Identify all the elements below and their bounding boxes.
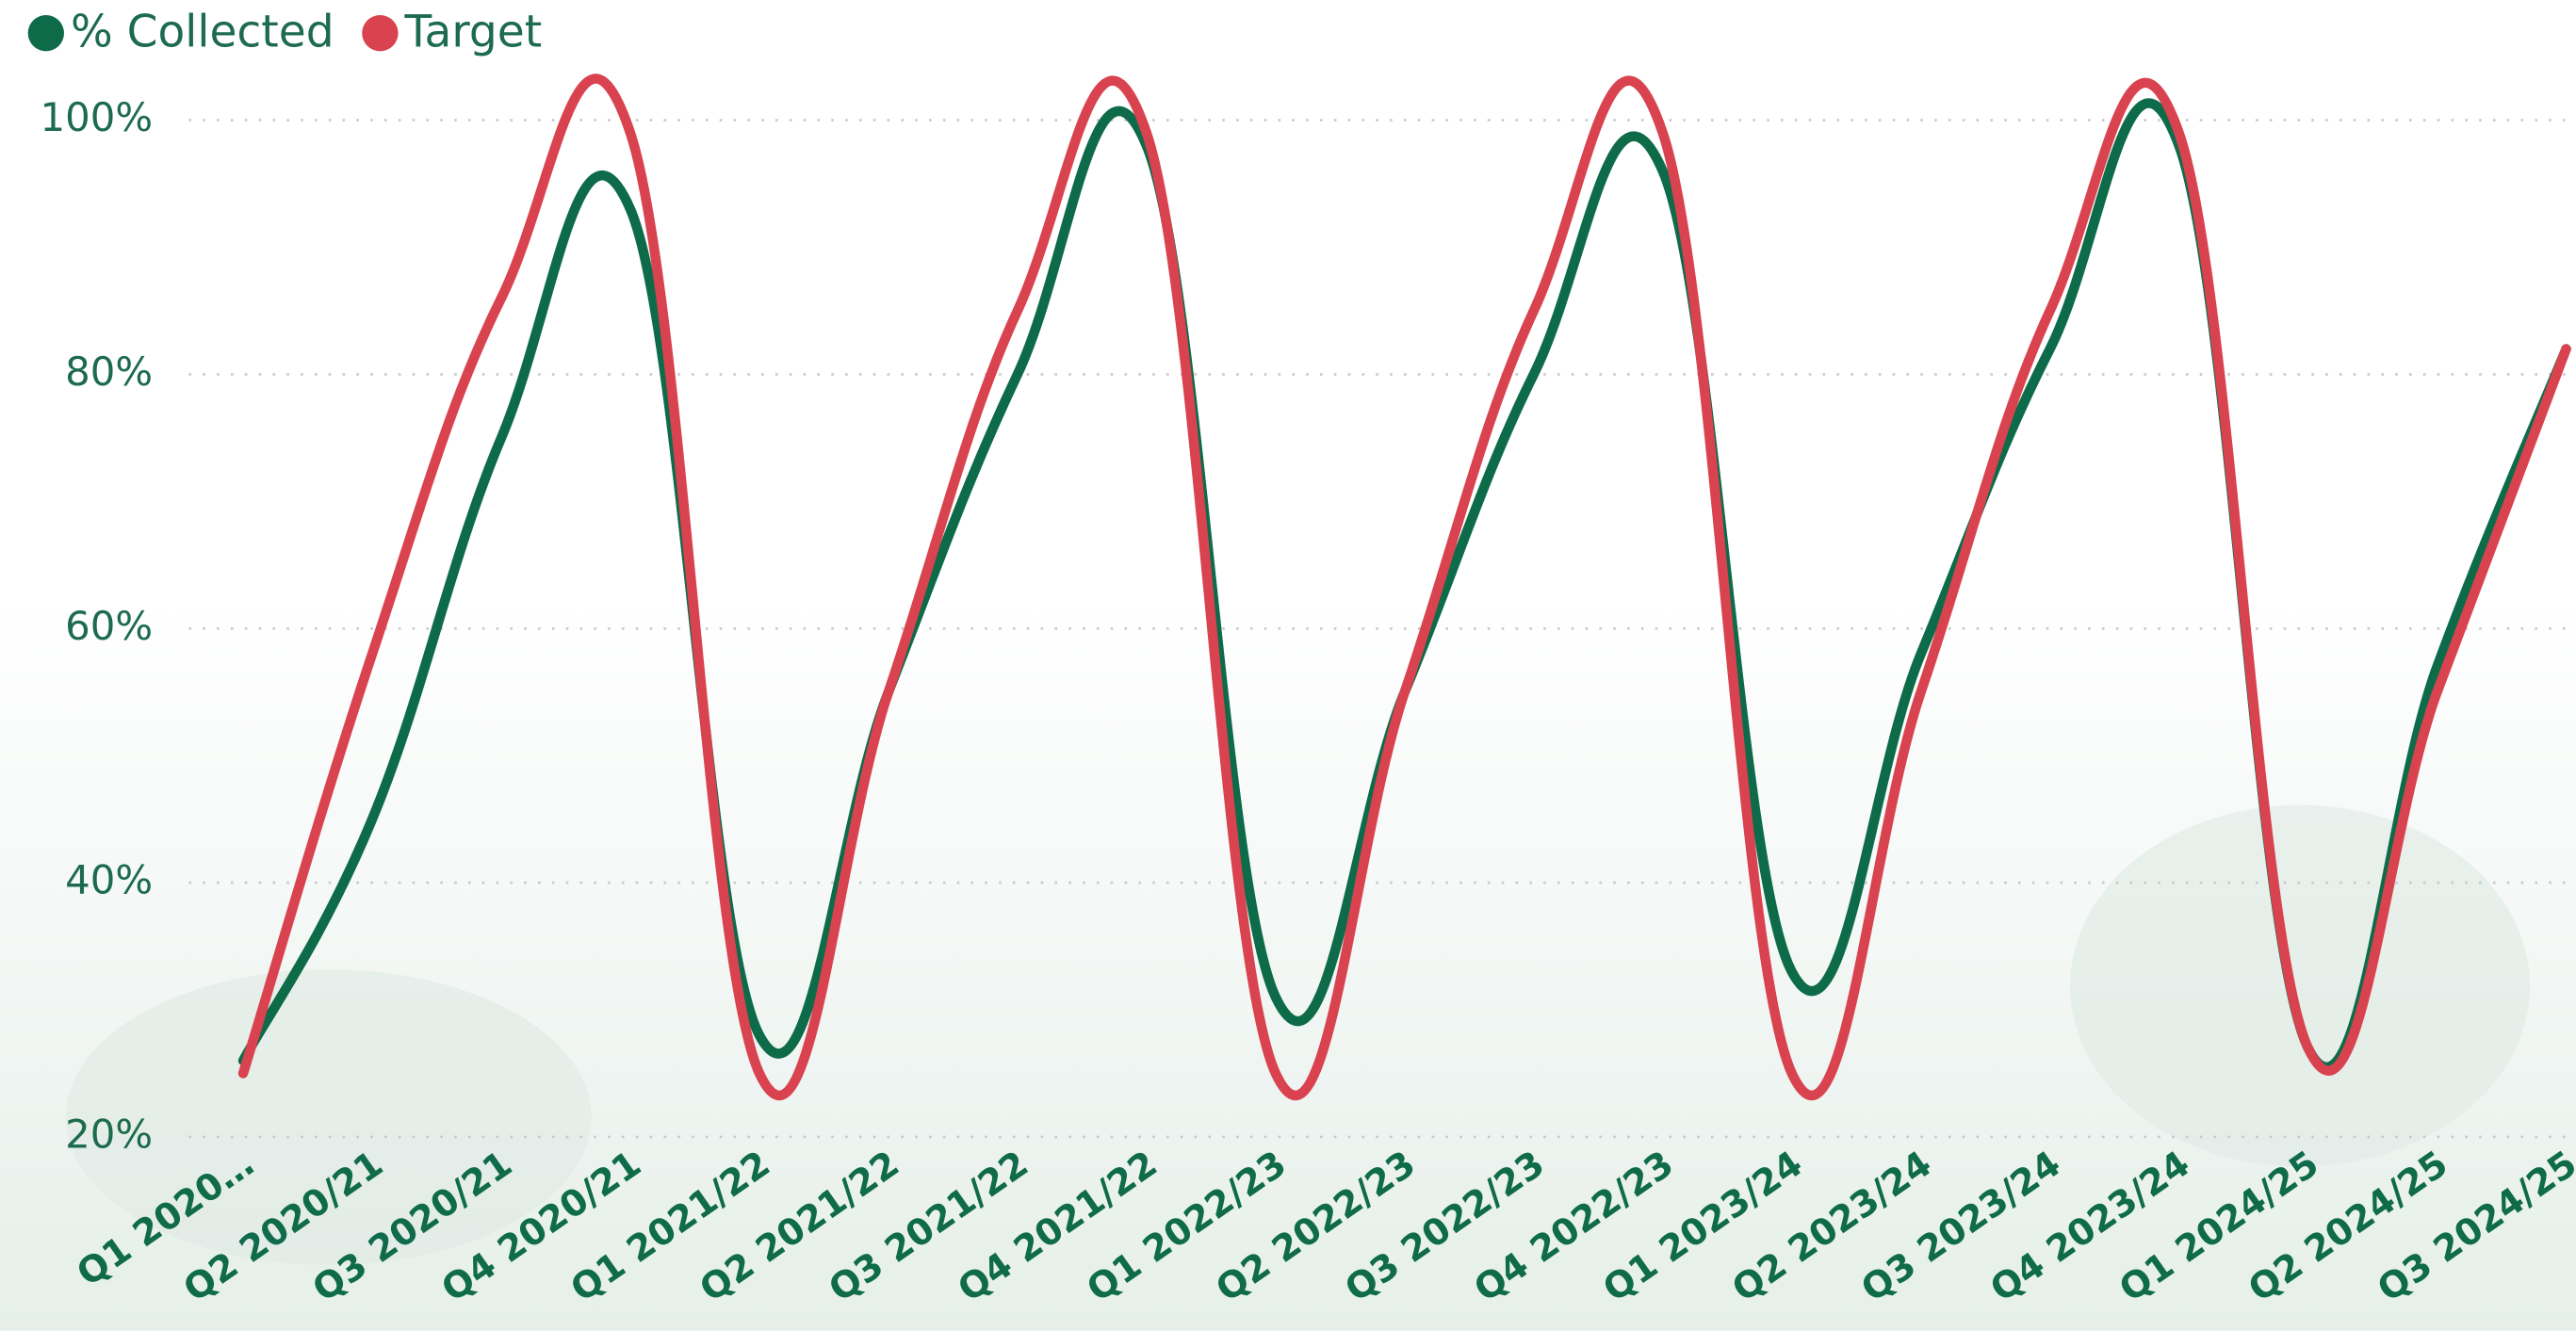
y-tick-label: 80% xyxy=(65,349,153,395)
y-tick-label: 40% xyxy=(65,857,153,903)
legend-marker xyxy=(27,15,65,52)
legend-marker xyxy=(362,15,399,52)
y-tick-label: 100% xyxy=(41,94,154,140)
y-tick-label: 60% xyxy=(65,603,153,649)
series-line xyxy=(237,73,2571,1100)
y-tick-label: 20% xyxy=(65,1111,153,1157)
legend-label: Target xyxy=(404,6,543,57)
tree-decoration xyxy=(65,969,592,1265)
legend-label: % Collected xyxy=(71,6,334,57)
tree-decoration xyxy=(2069,804,2531,1167)
